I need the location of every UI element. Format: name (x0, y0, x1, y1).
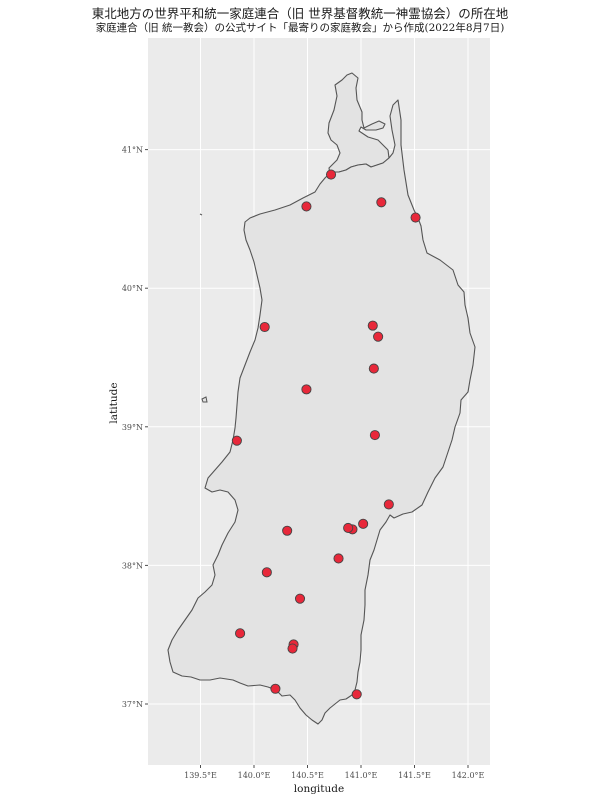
church-location-point (351, 689, 362, 700)
church-location-point (369, 430, 380, 441)
island-tobishima (201, 396, 208, 403)
church-location-point (231, 435, 242, 446)
church-location-point (343, 522, 354, 534)
map-title: 東北地方の世界平和統一家庭連合（旧 世界基督教統一神霊協会）の所在地 (91, 6, 509, 21)
church-locations (231, 169, 421, 700)
church-location-point (410, 212, 421, 223)
x-tick-label: 142.0°E (452, 771, 485, 780)
church-location-point (301, 201, 312, 212)
church-location-point (325, 169, 337, 180)
island-mark (199, 213, 203, 216)
church-location-point (368, 363, 379, 374)
church-location-point (301, 384, 312, 395)
church-location-point (367, 320, 378, 331)
y-tick-label: 37°N (122, 700, 143, 709)
x-tick-label: 140.0°E (238, 771, 271, 780)
church-location-point (358, 518, 369, 529)
x-axis: 139.5°E 140.0°E 140.5°E 141.0°E 141.5°E 142.0… (184, 765, 485, 780)
church-location-point (282, 525, 293, 536)
x-tick-label: 139.5°E (184, 771, 217, 780)
x-tick-label: 140.5°E (291, 771, 324, 780)
church-location-point (383, 499, 394, 510)
church-location-point (333, 553, 344, 564)
church-location-point (287, 643, 298, 654)
church-location-point (376, 197, 387, 208)
church-location-point (294, 593, 306, 604)
church-location-point (259, 321, 270, 333)
x-tick-label: 141.5°E (398, 771, 431, 780)
church-location-point (235, 628, 246, 639)
y-tick-label: 39°N (122, 423, 143, 432)
x-axis-title: longitude (294, 783, 344, 795)
y-axis: 37°N 38°N 39°N 40°N 41°N (122, 146, 148, 709)
church-location-point (270, 683, 281, 694)
x-tick-label: 141.0°E (345, 771, 378, 780)
church-location-point (261, 567, 272, 578)
y-tick-label: 38°N (122, 561, 143, 570)
y-tick-label: 40°N (122, 284, 143, 293)
y-tick-label: 41°N (122, 146, 143, 155)
tohoku-mainland (167, 99, 476, 725)
church-location-point (373, 331, 384, 342)
y-axis-title: latitude (108, 382, 120, 423)
map-subtitle: 家庭連合（旧 統一教会）の公式サイト「最寄りの家庭教会」から作成(2022年8月… (95, 22, 505, 34)
